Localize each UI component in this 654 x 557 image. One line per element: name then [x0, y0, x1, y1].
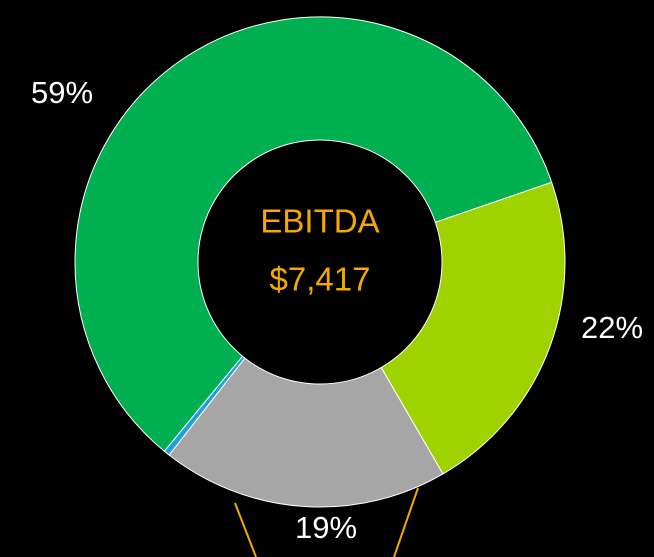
- callout-line: [234, 502, 257, 557]
- donut-segment: [380, 181, 566, 475]
- data-label: 19%: [295, 510, 357, 545]
- center-value: $7,417: [270, 261, 371, 298]
- donut-segment: [74, 16, 553, 452]
- data-label: 59%: [31, 75, 93, 110]
- callout-line: [393, 487, 419, 557]
- donut-segment: [168, 357, 444, 508]
- data-label: 22%: [581, 310, 643, 345]
- center-title: EBITDA: [260, 203, 379, 240]
